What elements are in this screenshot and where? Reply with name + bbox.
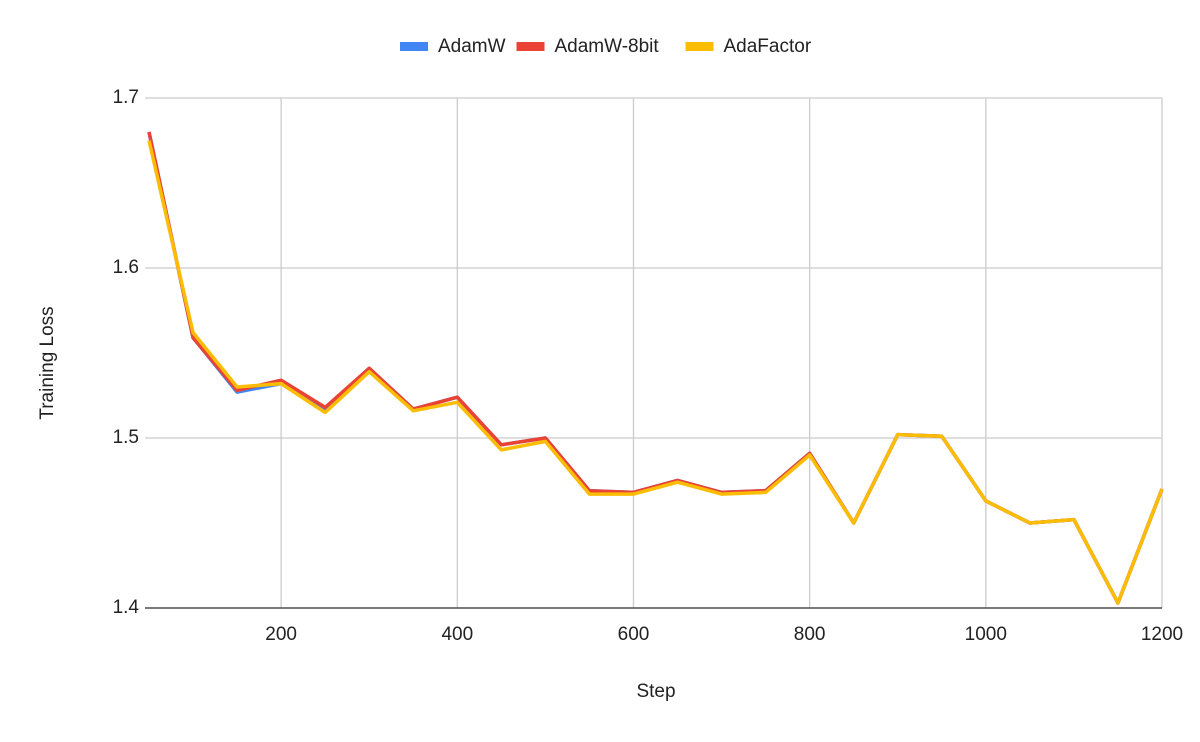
x-tick-label: 1000 bbox=[965, 624, 1007, 645]
x-tick-label: 800 bbox=[794, 624, 826, 645]
legend-swatch bbox=[685, 42, 714, 51]
x-tick-label: 600 bbox=[618, 624, 650, 645]
legend-swatch bbox=[516, 42, 545, 51]
y-tick-label: 1.5 bbox=[113, 427, 139, 448]
legend-label: AdamW bbox=[438, 36, 506, 57]
series-line bbox=[147, 131, 1164, 605]
x-tick-label: 200 bbox=[265, 624, 297, 645]
y-axis-title: Training Loss bbox=[37, 306, 58, 419]
x-axis-title: Step bbox=[636, 681, 675, 702]
series-line bbox=[147, 140, 1164, 605]
x-tick-label: 400 bbox=[441, 624, 473, 645]
x-tick-label: 1200 bbox=[1141, 624, 1183, 645]
y-tick-label: 1.4 bbox=[113, 597, 140, 618]
y-tick-label: 1.7 bbox=[113, 87, 139, 108]
legend-label: AdaFactor bbox=[724, 36, 812, 57]
legend-label: AdamW-8bit bbox=[555, 36, 660, 57]
series-line bbox=[147, 131, 1164, 605]
y-tick-label: 1.6 bbox=[113, 257, 139, 278]
legend-swatch bbox=[400, 42, 428, 51]
